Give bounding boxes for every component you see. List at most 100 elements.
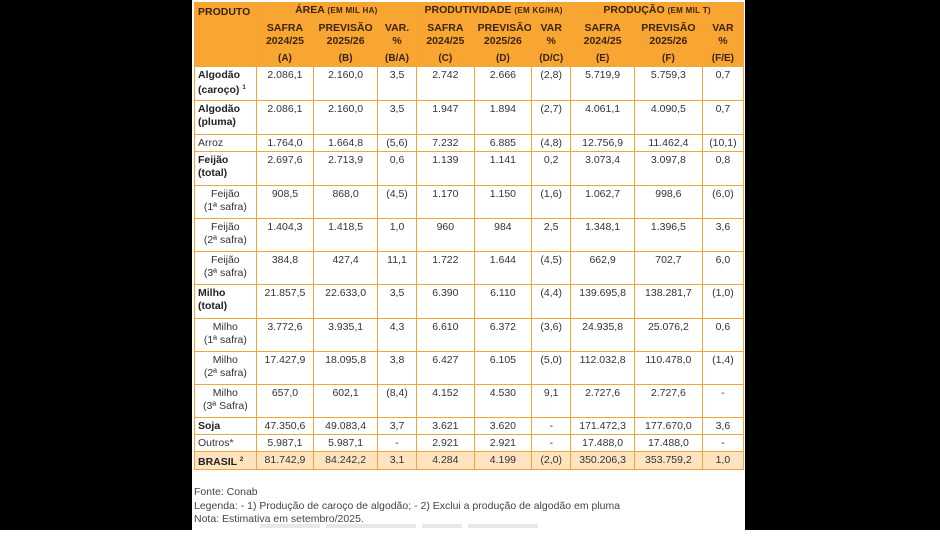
table-cell: 4.061,1 [570,100,635,135]
subheader-line2: 2025/26 [326,34,365,47]
product-line2: (total) [198,299,228,312]
table-cell: 2.742 [416,66,475,101]
table-cell: 17.488,0 [633,434,703,452]
table-cell: 49.083,4 [313,417,378,435]
table-cell: 6.105 [473,351,533,385]
table-cell: 6.885 [473,134,533,152]
table-cell: 1.418,5 [313,218,378,252]
table-cell: 17.488,0 [570,434,635,452]
table-cell: 81.742,9 [255,451,315,470]
table-cell: 350.206,3 [570,451,635,470]
table-cell: 6.610 [416,318,475,352]
product-name: Milho (2ª safra) [194,351,257,385]
table-cell: 3.621 [416,417,475,435]
table-cell: 0,6 [376,151,418,186]
table-cell: (4,4) [531,284,572,319]
subheader-line2: 2024/25 [583,34,622,47]
subheader-line2: % [546,34,556,47]
header-producao-unit: (EM MIL T) [667,6,711,15]
subheader-line2: % [718,34,728,47]
table-cell: 6.372 [473,318,533,352]
table-cell: 17.427,9 [255,351,315,385]
table-cell: 5.719,9 [570,66,635,101]
table-cell: 1,0 [701,451,745,470]
header-produtividade-unit: (EM KG/HA) [514,6,563,15]
table-cell: 3.772,6 [255,318,315,352]
table-cell: 2.921 [416,434,475,452]
table-cell: 4.199 [473,451,533,470]
table-row: BRASIL 2 81.742,9 84.242,2 3,1 4.284 4.199 (2,… [194,451,745,470]
table-cell: 22.633,0 [313,284,378,319]
subheader-area-2: VAR.% [376,18,418,51]
table-cell: 384,8 [255,251,315,285]
column-letter: (D) [473,50,533,67]
product-line1: BRASIL [198,456,237,468]
subheader-producao-2: VAR% [701,18,745,51]
subheader-line2: 2025/26 [649,34,688,47]
table-cell: 5.987,1 [255,434,315,452]
table-cell: 1.150 [473,185,533,219]
product-line2: (2ª safra) [203,366,247,379]
table-cell: 1.062,7 [570,185,635,219]
table-cell: 1.396,5 [633,218,703,252]
table-cell: 1.348,1 [570,218,635,252]
subheader-line1: SAFRA [584,21,621,34]
table-cell: 6.427 [416,351,475,385]
table-cell: - [701,384,745,418]
table-header: PRODUTO ÁREA (EM MIL HA) PRODUTIVIDADE (… [194,2,745,67]
table-cell: 868,0 [313,185,378,219]
table-row: Feijão (total) 2.697,6 2.713,9 0,6 1.139 1.141… [194,151,745,186]
table-cell: 5.759,3 [633,66,703,101]
table-cell: 2.727,6 [633,384,703,418]
table-cell: - [531,417,572,435]
table-cell: (4,5) [376,185,418,219]
table-cell: 3.073,4 [570,151,635,186]
product-line1: Algodão [198,103,240,115]
table-cell: 3.935,1 [313,318,378,352]
product-name: Algodão (caroço) 1 [194,66,257,101]
product-line2: (3ª safra) [203,266,247,279]
table-row: Soja 47.350,6 49.083,4 3,7 3.621 3.620-171.47… [194,417,745,435]
subheader-line1: VAR. [384,21,410,34]
subheader-producao-0: SAFRA 2024/25 [570,18,635,51]
table-cell: 3,6 [701,417,745,435]
table-cell: 2.086,1 [255,100,315,135]
header-producao-title: PRODUÇÃO [603,4,665,16]
table-cell: 11,1 [376,251,418,285]
subheader-line1: VAR [712,21,734,34]
product-line2: (caroço) [198,83,240,96]
table-cell: 1.722 [416,251,475,285]
product-line1: Outros* [198,437,234,449]
table-cell: 25.076,2 [633,318,703,352]
table-row: Algodão (pluma) 2.086,1 2.160,0 3,5 1.947 1.89… [194,100,745,135]
subheader-line2: 2024/25 [265,34,304,47]
table-cell: 3,5 [376,284,418,319]
table-cell: 2.666 [473,66,533,101]
table-cell: 2.713,9 [313,151,378,186]
product-name: Milho (3ª Safra) [194,384,257,418]
subheader-producao-1: PREVISÃO 2025/26 [633,18,703,51]
table-cell: 2.921 [473,434,533,452]
table-cell: 702,7 [633,251,703,285]
table-cell: 4.090,5 [633,100,703,135]
table-cell: 47.350,6 [255,417,315,435]
table-cell: (5,0) [531,351,572,385]
table-cell: 427,4 [313,251,378,285]
table-cell: (4,5) [531,251,572,285]
table-row: Feijão (3ª safra) 384,8 427,4 11,1 1.722 1.644… [194,251,745,285]
table-cell: (6,0) [701,185,745,219]
table-cell: (4,8) [531,134,572,152]
table-cell: 3,5 [376,66,418,101]
product-name: Soja [194,417,257,435]
column-letter: (B/A) [376,50,418,67]
table-cell: 5.987,1 [313,434,378,452]
table-cell: 138.281,7 [633,284,703,319]
table-cell: 2.086,1 [255,66,315,101]
header-produtividade-title: PRODUTIVIDADE [424,4,512,16]
table-cell: 2.160,0 [313,100,378,135]
column-letter: (D/C) [531,50,572,67]
product-name: Algodão (pluma) [194,100,257,135]
subheader-produtividade-1: PREVISÃO 2025/26 [473,18,533,51]
table-cell: 602,1 [313,384,378,418]
product-name: Feijão (3ª safra) [194,251,257,285]
